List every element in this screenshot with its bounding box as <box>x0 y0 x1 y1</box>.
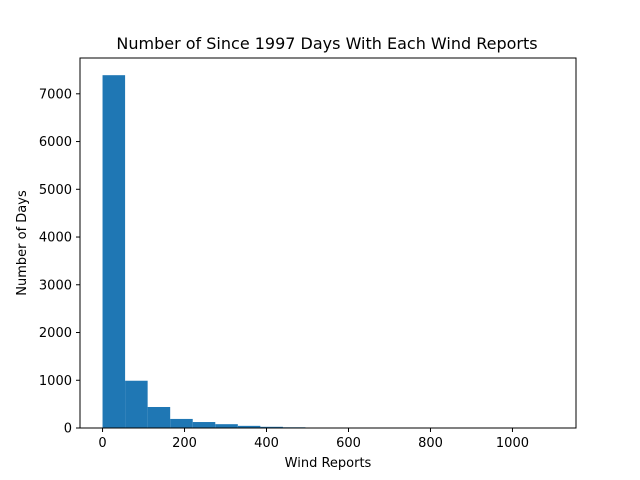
y-tick-label-6: 6000 <box>39 135 72 150</box>
histogram-bar-2 <box>147 406 171 428</box>
histogram-bar-3 <box>170 418 193 428</box>
chart-title: Number of Since 1997 Days With Each Wind… <box>116 34 537 53</box>
x-tick-label-1: 200 <box>172 436 197 451</box>
x-axis-label: Wind Reports <box>285 456 372 471</box>
y-tick-label-4: 4000 <box>39 231 72 246</box>
y-tick-label-1: 1000 <box>39 374 72 389</box>
y-tick-label-3: 3000 <box>39 278 72 293</box>
y-tick-label-0: 0 <box>64 422 72 437</box>
x-tick-label-4: 800 <box>418 436 443 451</box>
histogram-bar-0 <box>102 75 126 428</box>
x-tick-label-0: 0 <box>98 436 106 451</box>
y-tick-label-7: 7000 <box>39 87 72 102</box>
histogram-bar-7 <box>260 426 283 428</box>
y-tick-label-5: 5000 <box>39 183 72 198</box>
y-tick-label-2: 2000 <box>39 326 72 341</box>
x-tick-label-2: 400 <box>254 436 279 451</box>
x-tick-label-3: 600 <box>336 436 361 451</box>
bars-group <box>102 75 554 428</box>
y-axis-ticks: 0 1000 2000 3000 4000 5000 6000 7000 <box>39 87 80 437</box>
y-axis-label: Number of Days <box>15 190 30 296</box>
histogram-bar-4 <box>192 422 216 428</box>
plot-frame <box>79 57 577 429</box>
histogram-bar-5 <box>215 424 238 428</box>
histogram-bar-6 <box>237 425 261 428</box>
histogram-bar-1 <box>125 380 148 428</box>
x-tick-label-5: 1000 <box>496 436 529 451</box>
x-axis-ticks: 0 200 400 600 800 1000 <box>98 428 529 451</box>
